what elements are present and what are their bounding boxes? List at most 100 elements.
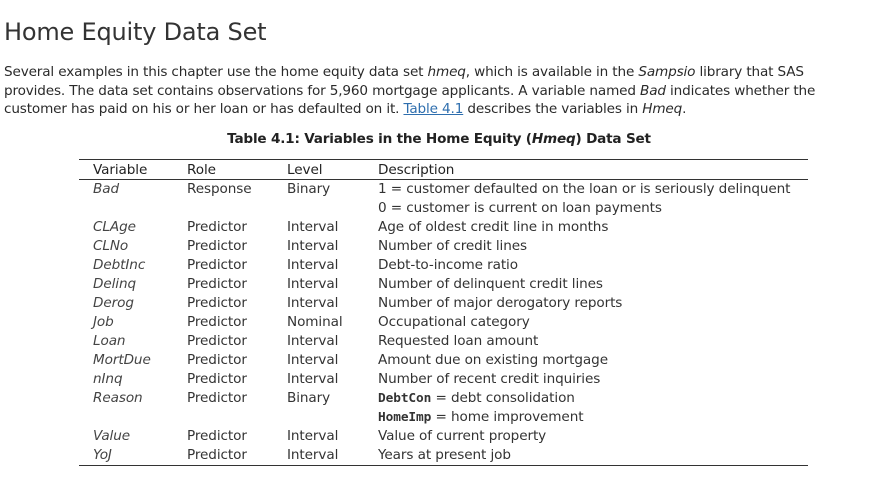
cell-description-text: Amount due on existing mortgage	[378, 352, 608, 368]
para-hmeq-2: Hmeq	[642, 101, 683, 117]
cell-variable: Loan	[93, 333, 126, 349]
para-text-5: describes the variables in	[463, 101, 643, 117]
cell-description-text: = debt consolidation	[431, 390, 575, 406]
table-row: HomeImp = home improvement	[79, 408, 808, 427]
table-row: 0 = customer is current on loan payments	[79, 199, 808, 218]
cell-variable: CLNo	[93, 238, 129, 254]
cell-role: Predictor	[187, 333, 247, 349]
cell-description: Number of delinquent credit lines	[364, 275, 808, 294]
cell-variable	[79, 408, 173, 427]
cell-level	[273, 199, 364, 218]
para-text-4: indicates whether the customer has paid …	[4, 82, 816, 118]
cell-description: Number of recent credit inquiries	[364, 370, 808, 389]
para-bad: Bad	[640, 82, 666, 99]
para-hmeq: hmeq	[427, 64, 466, 80]
cell-role: Predictor	[173, 446, 273, 466]
cell-variable: Value	[93, 428, 131, 444]
cell-code: HomeImp	[378, 410, 432, 425]
cell-variable: MortDue	[93, 352, 151, 368]
cell-variable: YoJ	[79, 446, 173, 466]
cell-role: Predictor	[187, 219, 247, 235]
caption-italic: Hmeq	[531, 131, 576, 147]
table-row: Delinq Predictor Interval Number of delinqu…	[79, 275, 808, 294]
cell-level: Nominal	[287, 314, 343, 330]
cell-description-text: Number of credit lines	[378, 238, 527, 254]
cell-description: Age of oldest credit line in months	[364, 218, 808, 237]
cell-description: 0 = customer is current on loan payments	[364, 199, 808, 218]
cell-description-text: Number of major derogatory reports	[378, 295, 623, 311]
caption-prefix: Table 4.1: Variables in the Home Equity …	[227, 131, 532, 147]
cell-variable: nInq	[93, 371, 123, 387]
table-row: Bad Response Binary 1 = customer defaulted …	[79, 180, 808, 200]
cell-description-text: Requested loan amount	[378, 333, 539, 349]
cell-variable: Job	[93, 314, 114, 330]
table-row: Job Predictor Nominal Occupational category	[79, 313, 808, 332]
cell-role: Predictor	[187, 352, 247, 368]
cell-description-text: Value of current property	[378, 428, 547, 444]
cell-description: Occupational category	[364, 313, 808, 332]
para-sampsio: Sampsio	[638, 64, 696, 80]
cell-level: Interval	[287, 371, 339, 387]
cell-level: Interval	[287, 219, 339, 235]
cell-description: Requested loan amount	[364, 332, 808, 351]
cell-level: Binary	[287, 181, 331, 197]
cell-description-text: Number of recent credit inquiries	[378, 371, 601, 387]
para-text-6: .	[682, 101, 687, 117]
cell-level: Interval	[273, 446, 364, 466]
cell-description-text: 1 = customer defaulted on the loan or is…	[378, 181, 791, 197]
table-caption: Table 4.1: Variables in the Home Equity …	[0, 131, 878, 147]
header-level: Level	[273, 159, 364, 180]
header-role: Role	[173, 159, 273, 180]
cell-description-text: Years at present job	[378, 447, 511, 463]
table-header-row: Variable Role Level Description	[79, 159, 808, 180]
table-row: Derog Predictor Interval Number of major de…	[79, 294, 808, 313]
para-text-1: Several examples in this chapter use the…	[4, 64, 428, 80]
cell-description: Number of credit lines	[364, 237, 808, 256]
cell-level	[273, 408, 364, 427]
para-text-2: , which is available in the	[465, 64, 639, 80]
header-variable: Variable	[79, 159, 173, 180]
para-text-3: library that SAS provides. The data set …	[4, 64, 804, 99]
cell-variable	[79, 199, 173, 218]
table-body: Bad Response Binary 1 = customer defaulted …	[79, 180, 808, 466]
cell-description: Years at present job	[364, 446, 808, 466]
table-row: CLNo Predictor Interval Number of credit li…	[79, 237, 808, 256]
cell-role: Predictor	[187, 314, 247, 330]
cell-level: Binary	[287, 390, 331, 406]
table-row: Value Predictor Interval Value of current p…	[79, 427, 808, 446]
cell-description: Number of major derogatory reports	[364, 294, 808, 313]
cell-description: HomeImp = home improvement	[364, 408, 808, 427]
cell-description: Debt-to-income ratio	[364, 256, 808, 275]
cell-role	[173, 408, 273, 427]
caption-suffix: ) Data Set	[575, 131, 652, 147]
table-row: nInq Predictor Interval Number of recent cr…	[79, 370, 808, 389]
cell-variable: DebtInc	[93, 257, 146, 273]
cell-description: Value of current property	[364, 427, 808, 446]
cell-description: Amount due on existing mortgage	[364, 351, 808, 370]
cell-description-text: 0 = customer is current on loan payments	[378, 200, 662, 216]
cell-description-text: Debt-to-income ratio	[378, 257, 518, 273]
cell-level: Interval	[287, 295, 339, 311]
cell-description-text: Number of delinquent credit lines	[378, 276, 603, 292]
cell-role: Predictor	[187, 428, 247, 444]
cell-role: Response	[187, 181, 252, 197]
header-description: Description	[364, 159, 808, 180]
cell-description: DebtCon = debt consolidation	[364, 389, 808, 408]
page-title: Home Equity Data Set	[4, 18, 267, 46]
table-row: MortDue Predictor Interval Amount due on ex…	[79, 351, 808, 370]
table-4-1-link[interactable]: Table 4.1	[403, 101, 464, 117]
variables-table: Variable Role Level Description Bad Respo…	[79, 159, 808, 466]
table-row: YoJ Predictor Interval Years at present job	[79, 446, 808, 466]
cell-role: Predictor	[187, 371, 247, 387]
table-row: DebtInc Predictor Interval Debt-to-income r…	[79, 256, 808, 275]
cell-role: Predictor	[187, 295, 247, 311]
cell-role: Predictor	[187, 390, 247, 406]
table-row: Reason Predictor Binary DebtCon = debt cons…	[79, 389, 808, 408]
cell-role: Predictor	[187, 276, 247, 292]
cell-description: 1 = customer defaulted on the loan or is…	[364, 180, 808, 200]
cell-description-text: = home improvement	[431, 409, 584, 425]
cell-level: Interval	[287, 333, 339, 349]
cell-variable: Delinq	[93, 276, 137, 292]
cell-description-text: Age of oldest credit line in months	[378, 219, 609, 235]
